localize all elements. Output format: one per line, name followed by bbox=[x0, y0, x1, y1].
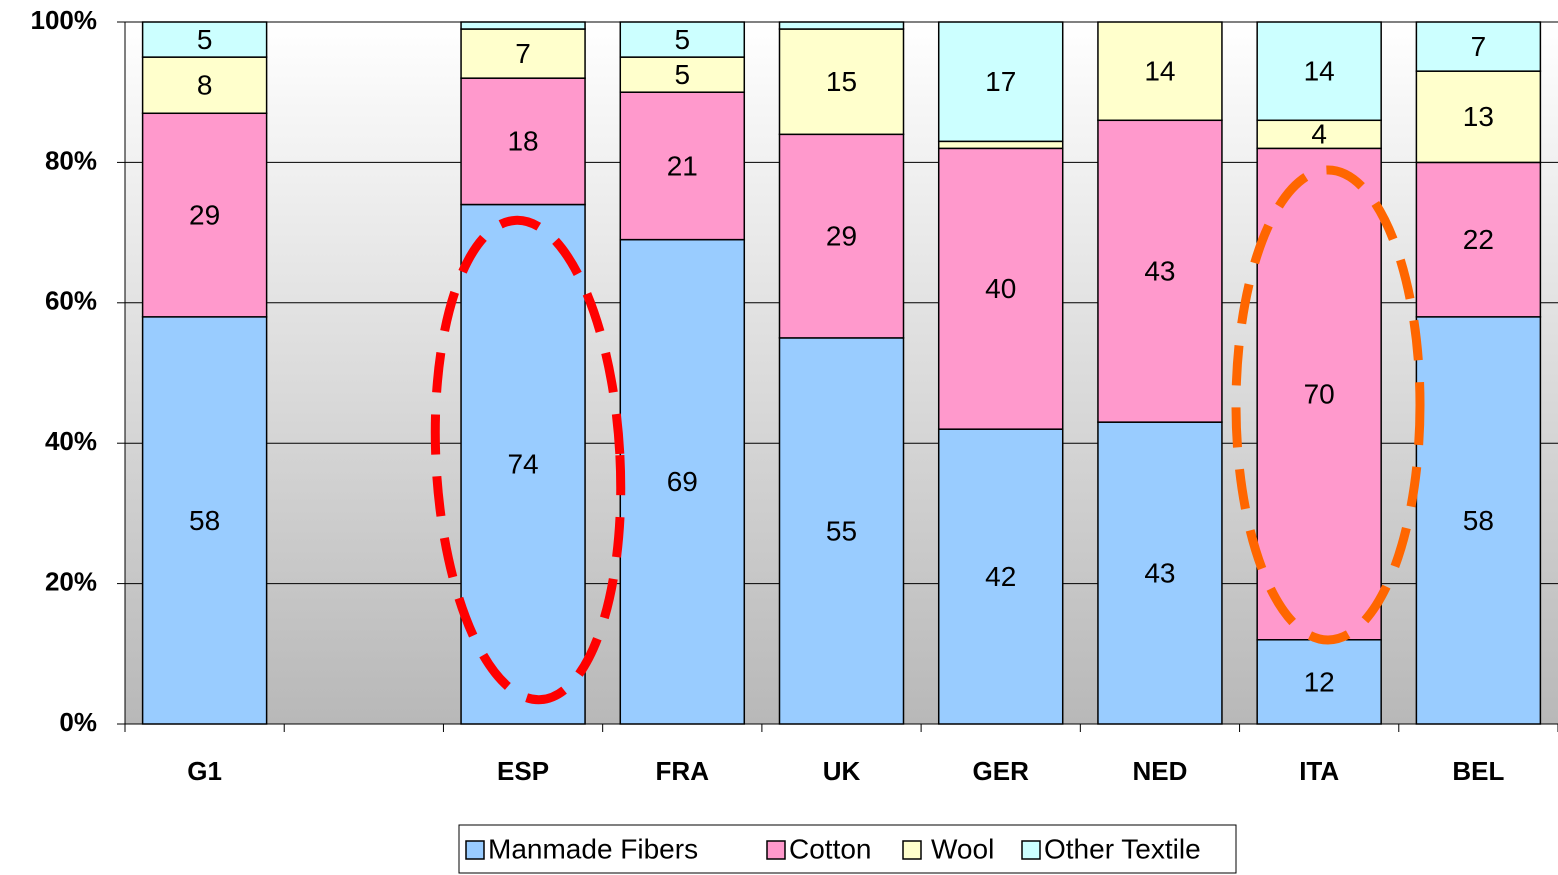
x-tick-label: G1 bbox=[187, 756, 222, 786]
bar-segment bbox=[619, 56, 746, 93]
bar-segment bbox=[619, 21, 746, 58]
x-tick-label: UK bbox=[823, 756, 861, 786]
data-label: 14 bbox=[1144, 56, 1175, 87]
data-label: 18 bbox=[507, 126, 538, 157]
legend-swatch bbox=[766, 840, 786, 860]
bar-segment bbox=[1256, 639, 1382, 725]
bar-segment bbox=[778, 28, 905, 136]
y-tick-label: 100% bbox=[31, 5, 98, 35]
data-label: 7 bbox=[515, 38, 531, 69]
legend-swatch bbox=[902, 840, 922, 860]
legend-label: Manmade Fibers bbox=[488, 833, 698, 864]
x-tick-label: ESP bbox=[497, 756, 549, 786]
bar-segment bbox=[460, 21, 586, 30]
data-label: 8 bbox=[197, 70, 213, 101]
x-tick-label: BEL bbox=[1452, 756, 1504, 786]
bar-segment bbox=[937, 21, 1064, 143]
data-label: 5 bbox=[197, 24, 213, 55]
x-tick-label: ITA bbox=[1299, 756, 1339, 786]
bar-segment bbox=[1415, 70, 1542, 164]
data-label: 40 bbox=[985, 273, 1016, 304]
data-label: 21 bbox=[667, 150, 698, 181]
data-label: 42 bbox=[985, 561, 1016, 592]
x-tick-label: FRA bbox=[656, 756, 710, 786]
data-label: 14 bbox=[1304, 56, 1335, 87]
bar-segment bbox=[1415, 316, 1542, 725]
bar-segment bbox=[778, 133, 905, 339]
data-label: 13 bbox=[1463, 101, 1494, 132]
bar-segment bbox=[778, 21, 905, 30]
data-label: 12 bbox=[1304, 666, 1335, 697]
data-label: 5 bbox=[674, 24, 690, 55]
x-tick-label: NED bbox=[1132, 756, 1187, 786]
data-label: 7 bbox=[1471, 31, 1487, 62]
bar-segment bbox=[937, 428, 1064, 725]
bar-segment bbox=[1256, 147, 1382, 641]
bar-segment bbox=[1415, 161, 1542, 318]
y-tick-label: 80% bbox=[45, 145, 97, 175]
data-label: 58 bbox=[1463, 505, 1494, 536]
bar-segment bbox=[460, 77, 586, 206]
data-label: 70 bbox=[1304, 378, 1335, 409]
bar-segment bbox=[1097, 21, 1223, 122]
data-label: 29 bbox=[826, 221, 857, 252]
bar-segment bbox=[1415, 21, 1542, 72]
bar-segment bbox=[619, 91, 746, 241]
legend-label: Cotton bbox=[789, 833, 872, 864]
legend-swatch bbox=[465, 840, 485, 860]
legend-swatch bbox=[1021, 840, 1041, 860]
data-label: 22 bbox=[1463, 224, 1494, 255]
data-label: 58 bbox=[189, 505, 220, 536]
bar-segment bbox=[141, 112, 268, 318]
data-label: 17 bbox=[985, 66, 1016, 97]
data-label: 74 bbox=[507, 449, 538, 480]
highlight-ellipse bbox=[1231, 165, 1425, 645]
y-tick-label: 20% bbox=[45, 566, 97, 596]
bar-segment bbox=[619, 238, 746, 725]
legend-label: Wool bbox=[931, 833, 994, 864]
bar-segment bbox=[1256, 21, 1382, 122]
legend-label: Other Textile bbox=[1044, 833, 1201, 864]
bar-segment bbox=[937, 147, 1064, 430]
data-label: 29 bbox=[189, 199, 220, 230]
bar-segment bbox=[1097, 119, 1223, 423]
y-tick-label: 60% bbox=[45, 286, 97, 316]
data-label: 69 bbox=[667, 466, 698, 497]
x-tick-label: GER bbox=[973, 756, 1030, 786]
data-label: 43 bbox=[1144, 557, 1175, 588]
data-label: 55 bbox=[826, 515, 857, 546]
data-label: 43 bbox=[1144, 256, 1175, 287]
highlight-ellipse bbox=[430, 215, 626, 705]
data-label: 4 bbox=[1311, 119, 1327, 150]
bar-segment bbox=[141, 21, 268, 58]
y-tick-label: 0% bbox=[59, 707, 97, 737]
bar-segment bbox=[1097, 421, 1223, 725]
bar-segment bbox=[778, 337, 905, 725]
data-label: 15 bbox=[826, 66, 857, 97]
bar-segment bbox=[141, 316, 268, 725]
data-label: 5 bbox=[674, 59, 690, 90]
y-tick-label: 40% bbox=[45, 426, 97, 456]
bar-segment bbox=[937, 140, 1064, 150]
legend bbox=[458, 824, 1237, 874]
